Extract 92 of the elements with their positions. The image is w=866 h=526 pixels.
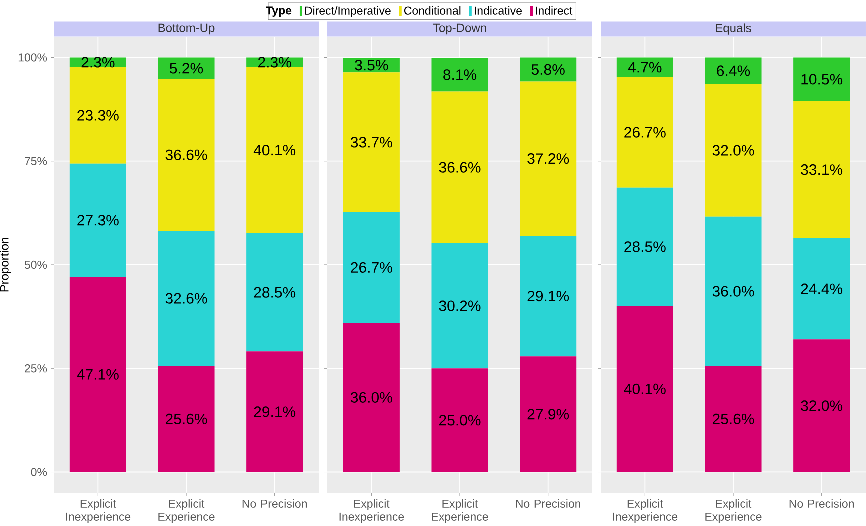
data-label: 4.7%	[628, 62, 662, 73]
data-label: 33.1%	[801, 164, 843, 176]
bar	[343, 72, 400, 212]
bar	[246, 233, 304, 352]
bar	[705, 366, 762, 472]
data-label: 28.5%	[624, 242, 666, 252]
bar	[158, 230, 215, 366]
bar	[794, 340, 850, 472]
bar	[616, 306, 674, 472]
chart-title: Bottom-Up	[158, 24, 215, 35]
data-label: 29.1%	[254, 406, 296, 418]
bar	[432, 368, 488, 472]
bar	[520, 82, 577, 236]
x-tick-label: Explicit Experience	[158, 500, 215, 524]
y-tick-label: 25%	[25, 364, 48, 373]
bar	[794, 58, 850, 102]
x-tick-label: No Precision	[516, 500, 580, 508]
chart-title: Top-Down	[433, 24, 486, 35]
bar	[432, 92, 488, 244]
data-label: 5.2%	[170, 63, 204, 74]
bar	[794, 101, 850, 238]
data-label: 25.0%	[439, 415, 481, 426]
bar	[520, 356, 577, 472]
data-label: 3.5%	[355, 60, 388, 71]
data-label: 2.3%	[258, 57, 292, 68]
y-tick-label: 100%	[18, 54, 48, 62]
bar	[158, 366, 215, 472]
bar	[70, 164, 126, 278]
data-label: 23.3%	[78, 110, 119, 121]
data-label: 27.9%	[528, 409, 570, 420]
bar	[616, 77, 674, 188]
data-label: 32.0%	[801, 400, 843, 412]
y-tick-label: 50%	[24, 260, 48, 270]
y-axis-title: Proportion	[0, 238, 12, 292]
data-label: 37.2%	[528, 154, 570, 164]
legend-title: Type	[266, 6, 292, 17]
data-label: 28.5%	[254, 287, 296, 298]
legend-label: Direct/Imperative	[305, 6, 391, 18]
bar	[70, 277, 126, 472]
data-label: 36.6%	[439, 162, 481, 173]
bar	[432, 58, 488, 92]
bar	[705, 58, 762, 84]
data-label: 36.0%	[350, 392, 392, 403]
data-label: 47.1%	[77, 369, 119, 380]
bar	[343, 212, 400, 324]
data-label: 6.4%	[717, 66, 750, 76]
legend-label: Indirect	[536, 6, 573, 15]
data-label: 32.6%	[166, 293, 208, 304]
data-label: 26.7%	[624, 127, 666, 138]
y-tick-label: 75%	[25, 157, 48, 166]
x-tick-label: Explicit Inexperience	[613, 500, 678, 524]
legend-label: Conditional	[404, 6, 461, 15]
data-label: 8.1%	[444, 70, 477, 80]
bar	[70, 67, 126, 164]
data-label: 36.0%	[712, 286, 754, 297]
data-label: 24.4%	[801, 284, 843, 294]
data-label: 32.0%	[712, 145, 754, 156]
data-label: 5.8%	[532, 64, 565, 76]
x-tick-label: Explicit Experience	[706, 500, 762, 524]
bar	[158, 79, 215, 231]
chart-title: Equals	[716, 24, 752, 35]
data-label: 33.7%	[350, 137, 392, 148]
bar	[705, 216, 762, 366]
bar	[520, 58, 577, 82]
bar	[794, 238, 850, 340]
x-tick-label: No Precision	[242, 500, 307, 508]
x-tick-label: Explicit Inexperience	[340, 500, 404, 524]
data-label: 2.3%	[82, 57, 115, 68]
legend-label: Indicative	[474, 6, 522, 15]
bar	[246, 352, 304, 472]
data-label: 25.6%	[166, 414, 208, 424]
data-label: 26.7%	[351, 262, 392, 273]
bar	[520, 236, 577, 357]
data-label: 27.3%	[78, 215, 119, 226]
bar	[705, 84, 762, 217]
x-tick-label: Explicit Experience	[432, 500, 488, 524]
data-label: 25.6%	[712, 414, 754, 424]
bar	[616, 58, 674, 78]
bar	[343, 323, 400, 472]
x-tick-label: Explicit Inexperience	[66, 500, 131, 524]
bar	[158, 58, 215, 80]
bar	[432, 243, 488, 369]
bar	[616, 188, 674, 306]
data-label: 29.1%	[528, 290, 570, 302]
data-label: 40.1%	[254, 145, 296, 156]
data-label: 40.1%	[624, 384, 666, 394]
data-label: 30.2%	[439, 300, 481, 312]
data-label: 36.6%	[166, 150, 208, 160]
y-tick-label: 0%	[31, 468, 48, 476]
x-tick-label: No Precision	[790, 500, 854, 508]
bar	[246, 67, 304, 234]
data-label: 10.5%	[802, 74, 843, 85]
